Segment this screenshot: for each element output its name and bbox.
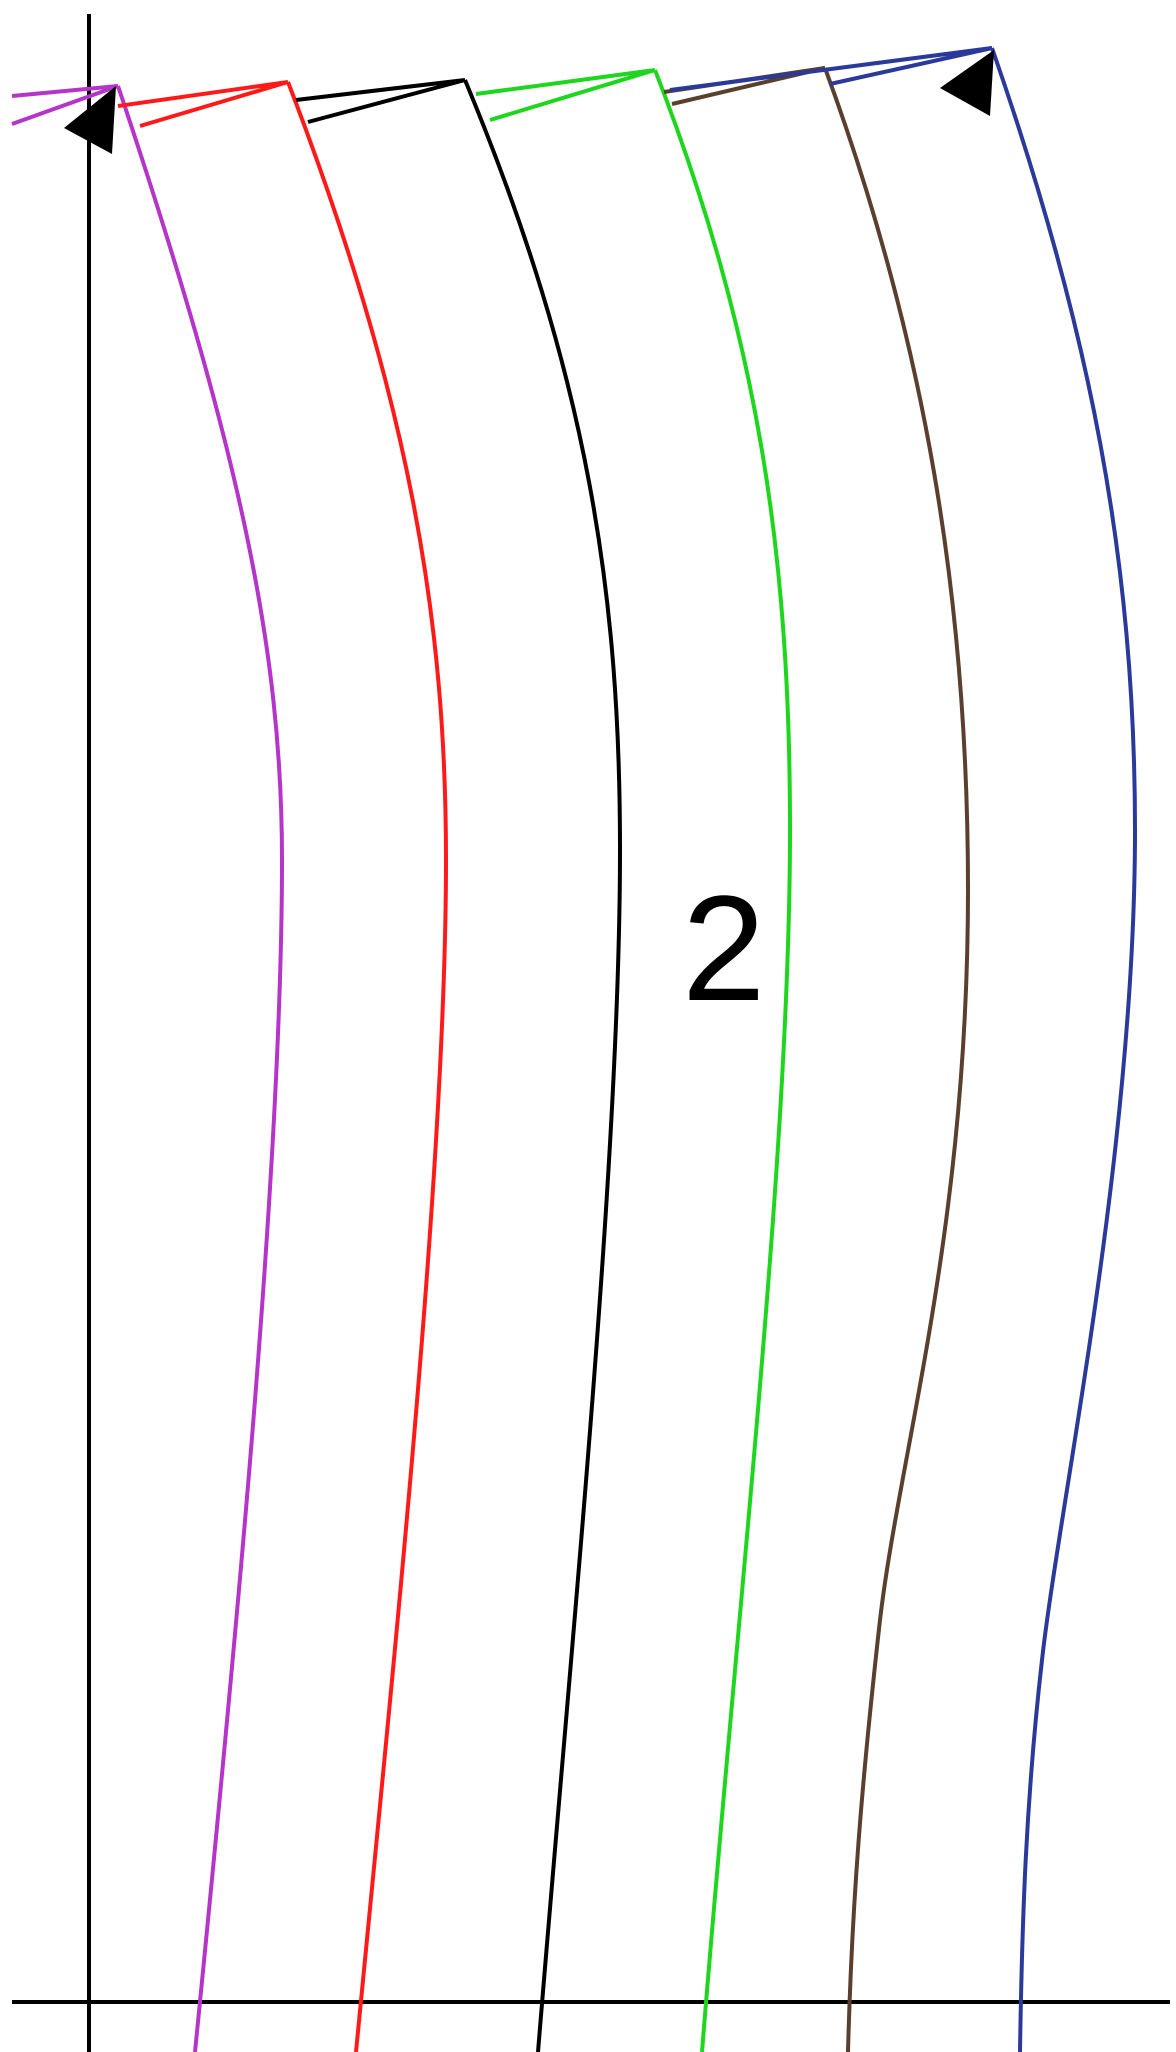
region-label: 2 [682,864,765,1032]
arrowhead-left-icon [64,86,116,154]
curve-navy [990,47,1138,2052]
curve-black-top [295,78,466,124]
curve-magenta-top [11,84,119,126]
curve-brown [823,67,971,2052]
curve-red [286,81,449,2052]
curve-red-top [117,80,289,128]
curve-magenta [116,85,285,2052]
curve-navy-top [669,46,993,92]
curve-green [653,69,793,2052]
arrowhead-right-icon [940,50,994,116]
curve-green-top [475,68,656,122]
curve-black [463,79,623,2052]
